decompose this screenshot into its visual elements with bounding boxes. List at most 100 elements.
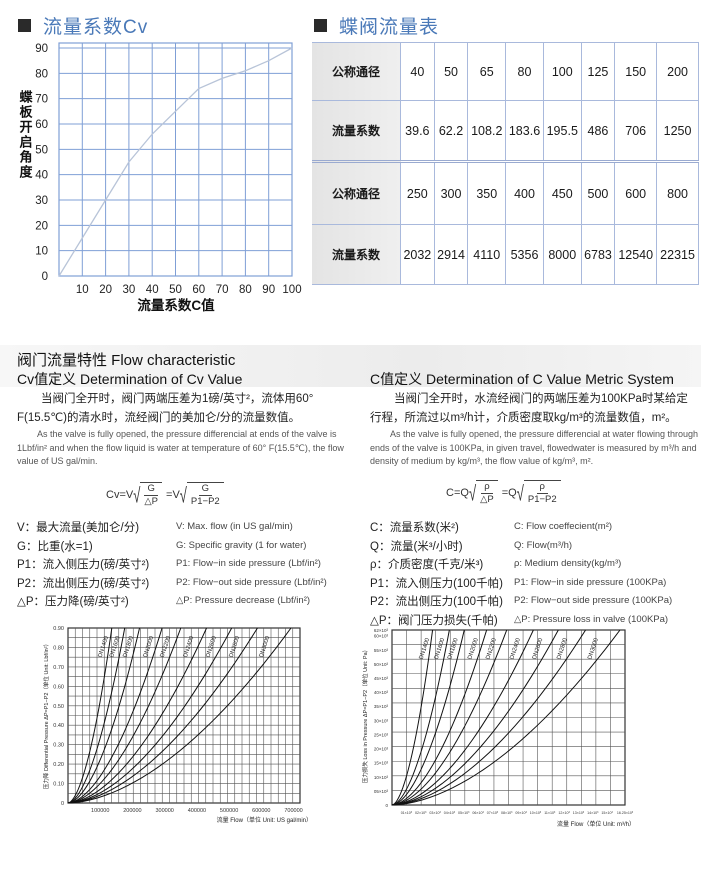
- y-tick-label: 30×10³: [374, 718, 389, 723]
- table-cell: 1250: [656, 100, 699, 162]
- y-tick-label: 70: [35, 94, 48, 106]
- definition-item: P2: Flow−out side pressure (100KPa): [514, 595, 673, 606]
- table-cell: 400: [505, 160, 544, 225]
- x-axis-title: 流量系数C值: [137, 297, 215, 313]
- x-tick-label: 07×10³: [487, 811, 499, 815]
- table-cell: 800: [656, 160, 699, 225]
- flow-characteristic-heading: 阀门流量特性 Flow characteristic: [17, 352, 236, 369]
- table-title-text: 蝶阀流量表: [339, 17, 440, 38]
- table-cell: 183.6: [505, 100, 544, 162]
- table-cell: 22315: [656, 224, 699, 285]
- formula-denominator: P1−P2: [527, 494, 557, 505]
- series-curve-dn2000: [391, 629, 488, 806]
- definition-item: C: Flow coeffecient(m²): [514, 521, 613, 532]
- row-label: 流量系数: [312, 224, 401, 285]
- x-tick-label: 700000: [284, 808, 302, 814]
- y-axis-title: 压力损失 Loss in Pressure ΔP=P1−P2（单位 Unit: …: [361, 647, 369, 783]
- x-tick-label: 11×10³: [544, 811, 556, 815]
- y-tick-label: 0: [61, 801, 64, 807]
- table-cell: 108.2: [467, 100, 507, 162]
- table-cell: 4110: [467, 224, 507, 285]
- formula-eq2: =V: [166, 489, 180, 501]
- square-bullet-icon: [314, 19, 327, 32]
- table-cell: 80: [505, 42, 544, 101]
- row-label: 公称通径: [312, 160, 401, 225]
- series-curve-dn2600: [67, 627, 233, 804]
- cv-section-title: 流量系数Cv: [18, 12, 148, 39]
- y-axis-title: 压力降 Differential Pressure ΔP=P1−P2（单位 Un…: [42, 641, 50, 789]
- cv-opening-angle-chart: 10 20 30 40 50 60 70 80 90 100 0 10 20 30 40 50 60 70 80 90…: [18, 42, 302, 313]
- x-tick-label: 02×10³: [415, 811, 427, 815]
- y-tick-label: 55×10³: [374, 648, 389, 653]
- table-cell: 600: [614, 160, 658, 225]
- x-tick-label: 20: [99, 284, 112, 296]
- series-curve-dn2800: [391, 629, 586, 806]
- y-tick-label: 0.70: [53, 665, 64, 671]
- series-curve-dn1600: [67, 627, 126, 804]
- table-cell: 39.6: [400, 100, 435, 162]
- formula-numerator: G: [198, 483, 213, 496]
- table-cell: 100: [542, 42, 582, 101]
- x-tick-label: 400000: [188, 808, 206, 814]
- y-tick-label: 60×10³: [374, 634, 389, 639]
- table-cell: 300: [433, 160, 469, 225]
- us-flow-pressure-chart: DN1400 DN1600 DN1800 DN2000 DN2200 DN2400 DN26…: [42, 626, 312, 824]
- table-cell: 500: [580, 160, 616, 225]
- definition-item: △P：阀门压力损失(千帕): [370, 614, 498, 627]
- cv-curve: [58, 47, 293, 277]
- formula-lhs: C=Q: [446, 487, 469, 499]
- x-tick-label: 50: [169, 284, 182, 296]
- y-tick-label: 15×10³: [374, 761, 389, 766]
- sqrt-icon: √: [468, 481, 477, 505]
- series-curve-dn2600: [391, 629, 559, 806]
- table-cell: 62.2: [433, 100, 469, 162]
- x-tick-label: 100: [282, 284, 301, 296]
- series-curve-dn1800: [391, 629, 465, 806]
- series-curve-dn1600: [391, 629, 450, 806]
- formula-numerator: ρ: [481, 481, 493, 494]
- table-row: 公称通径 250 300 350 400 450 500 600 800: [312, 160, 699, 225]
- x-tick-label: 70: [216, 284, 229, 296]
- y-tick-label: 0.40: [53, 723, 64, 729]
- table-cell: 350: [467, 160, 507, 225]
- row-label: 流量系数: [312, 100, 401, 162]
- series-curve-dn1400: [67, 627, 113, 804]
- y-tick-label: 40×10³: [374, 690, 389, 695]
- table-cell: 8000: [542, 224, 582, 285]
- table-cell: 12540: [614, 224, 658, 285]
- x-tick-label: 500000: [220, 808, 238, 814]
- x-axis-title: 流量 Flow（单位 Unit: US gal/min）: [217, 816, 312, 824]
- x-tick-label: 100000: [91, 808, 109, 814]
- definition-item: G：比重(水=1): [17, 540, 93, 553]
- y-tick-label: 20×10³: [374, 747, 389, 752]
- table-cell: 250: [400, 160, 435, 225]
- x-tick-label: 90: [262, 284, 275, 296]
- definition-item: C：流量系数(米²): [370, 522, 459, 534]
- x-tick-label: 04×10³: [444, 811, 456, 815]
- cv-definitions-en: V: Max. flow (in US gal/min) G: Specific …: [176, 521, 327, 614]
- x-tick-label: 14×10³: [587, 811, 599, 815]
- sqrt-icon: √: [179, 483, 187, 507]
- y-tick-label: 0.30: [53, 743, 64, 749]
- y-tick-label: 45×10³: [374, 676, 389, 681]
- series-curve-dn2400: [67, 627, 208, 804]
- y-tick-label: 0: [385, 803, 388, 808]
- y-tick-label: 60: [35, 119, 48, 131]
- x-tick-label: 09×10³: [515, 811, 527, 815]
- y-tick-label: 40: [35, 170, 48, 182]
- series-curve-dn2200: [391, 629, 508, 806]
- y-tick-label: 0.10: [53, 782, 64, 788]
- x-tick-label: 40: [146, 284, 159, 296]
- series-curve-dn1800: [67, 627, 141, 804]
- table-section-title: 蝶阀流量表: [314, 12, 439, 39]
- y-tick-label: 0.50: [53, 704, 64, 710]
- c-definitions-zh: C：流量系数(米²) Q：流量(米³/小时) ρ：介质密度(千克/米³) P1：流入侧…: [370, 519, 503, 630]
- cv-title-text: 流量系数Cv: [43, 17, 149, 38]
- definition-item: Q: Flow(m³/h): [514, 539, 573, 551]
- definition-item: P1：流入侧压力(100千帕): [370, 577, 503, 590]
- x-axis-title: 流量 Flow（单位 Unit: m³/h）: [557, 820, 635, 828]
- series-curve-dn2000: [67, 627, 163, 804]
- definition-item: P2: Flow−out side pressure (Lbf/in²): [176, 576, 327, 588]
- x-tick-label: 03×10³: [429, 811, 441, 815]
- table-cell: 2914: [433, 224, 469, 285]
